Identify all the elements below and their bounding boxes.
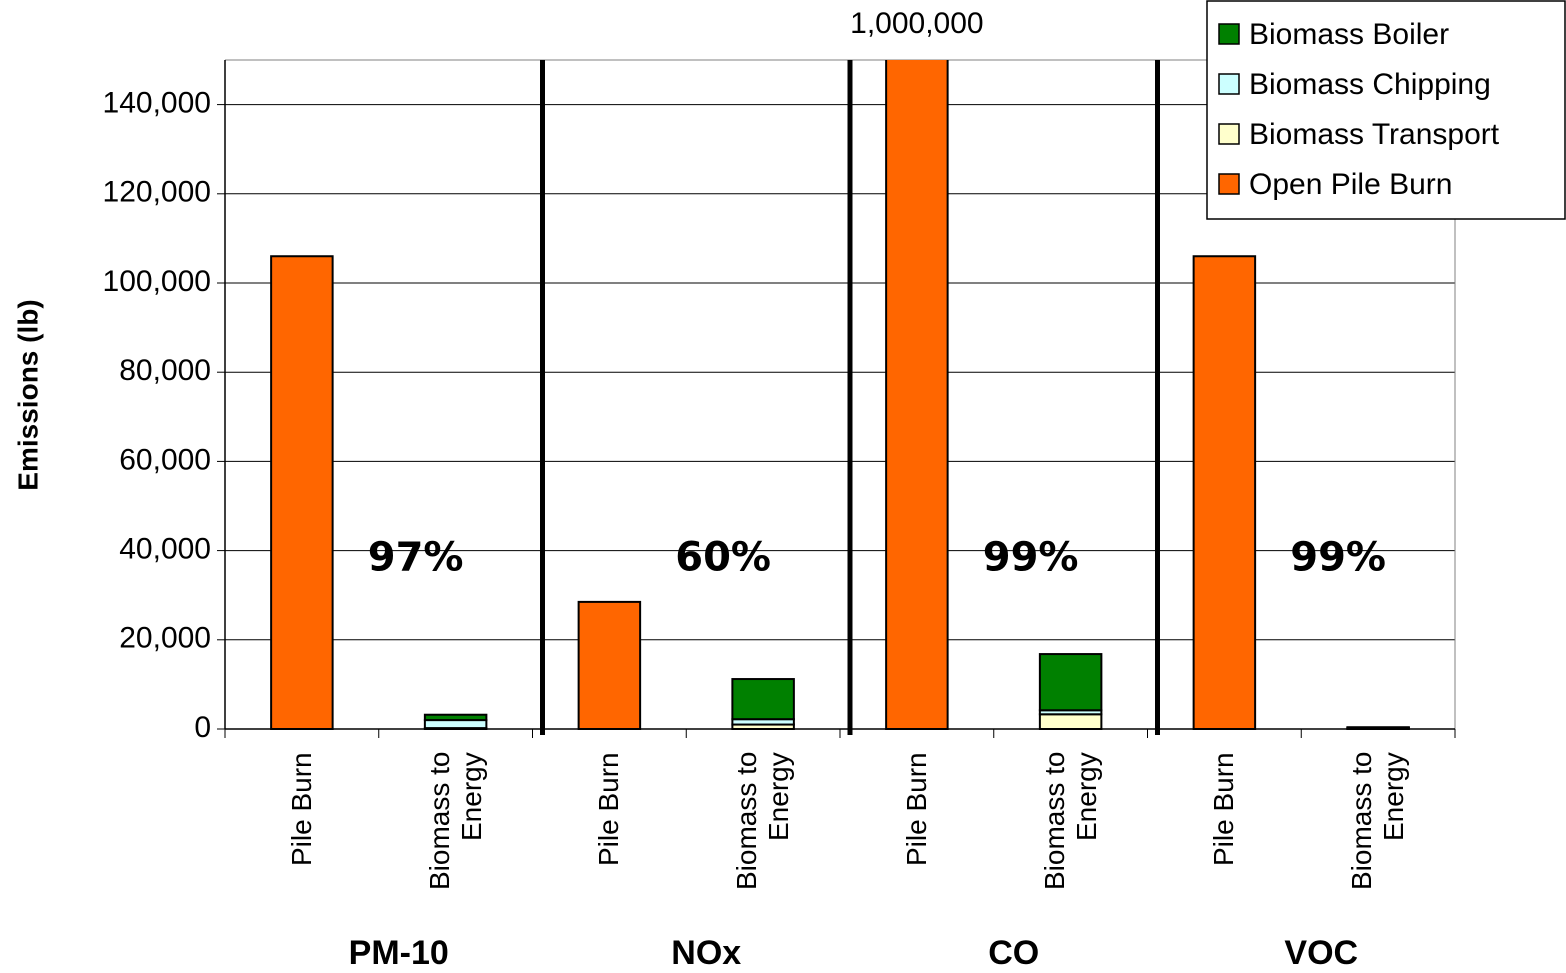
bar-segment xyxy=(423,713,488,722)
y-tick-label: 100,000 xyxy=(103,265,211,298)
y-tick-label: 120,000 xyxy=(103,176,211,209)
legend-swatch xyxy=(1218,173,1240,195)
bar-segment xyxy=(1038,653,1103,712)
legend-label: Biomass Transport xyxy=(1249,118,1500,151)
annotation: 99% xyxy=(1290,535,1386,581)
y-tick-label: 0 xyxy=(194,711,211,744)
x-tick-label: Biomass to Energy xyxy=(423,752,487,891)
bar-segment xyxy=(731,678,795,721)
legend-swatch xyxy=(1218,123,1240,145)
annotation: 99% xyxy=(983,535,1079,581)
bar-segment xyxy=(885,60,949,730)
bar-segment xyxy=(423,719,488,730)
y-tick-label: 80,000 xyxy=(119,354,211,387)
x-tick-label: Pile Burn xyxy=(1208,752,1240,866)
value-label: 1,000,000 xyxy=(850,7,983,40)
legend-label: Open Pile Burn xyxy=(1249,168,1452,201)
group-label: NOx xyxy=(671,934,741,972)
x-tick-label: Pile Burn xyxy=(285,752,317,866)
group-label: VOC xyxy=(1284,934,1358,972)
legend-box xyxy=(1206,0,1566,220)
x-tick-label: Biomass to Energy xyxy=(731,752,795,891)
x-tick-label: Biomass to Energy xyxy=(1346,752,1410,891)
annotation: 60% xyxy=(675,535,771,581)
y-tick-label: 40,000 xyxy=(119,533,211,566)
bar-segment xyxy=(577,600,642,730)
bar-segment xyxy=(270,255,334,730)
legend-label: Biomass Chipping xyxy=(1249,68,1491,101)
x-tick-label: Biomass to Energy xyxy=(1038,752,1102,891)
x-tick-label: Pile Burn xyxy=(593,752,625,866)
x-tick-label: Pile Burn xyxy=(900,752,932,866)
bar-segment xyxy=(1346,726,1410,730)
y-tick-label: 60,000 xyxy=(119,443,211,476)
legend-swatch xyxy=(1218,73,1240,95)
legend-label: Biomass Boiler xyxy=(1249,18,1449,51)
y-tick-label: 20,000 xyxy=(119,622,211,655)
y-tick-label: 140,000 xyxy=(103,87,211,120)
legend-swatch xyxy=(1218,23,1240,45)
bar-segment xyxy=(1192,255,1257,730)
bar-segment xyxy=(1038,713,1103,730)
group-label: CO xyxy=(988,934,1039,972)
annotation: 97% xyxy=(368,535,464,581)
y-axis-label: Emissions (lb) xyxy=(12,299,43,490)
group-label: PM-10 xyxy=(349,934,449,972)
bars xyxy=(270,60,1410,730)
